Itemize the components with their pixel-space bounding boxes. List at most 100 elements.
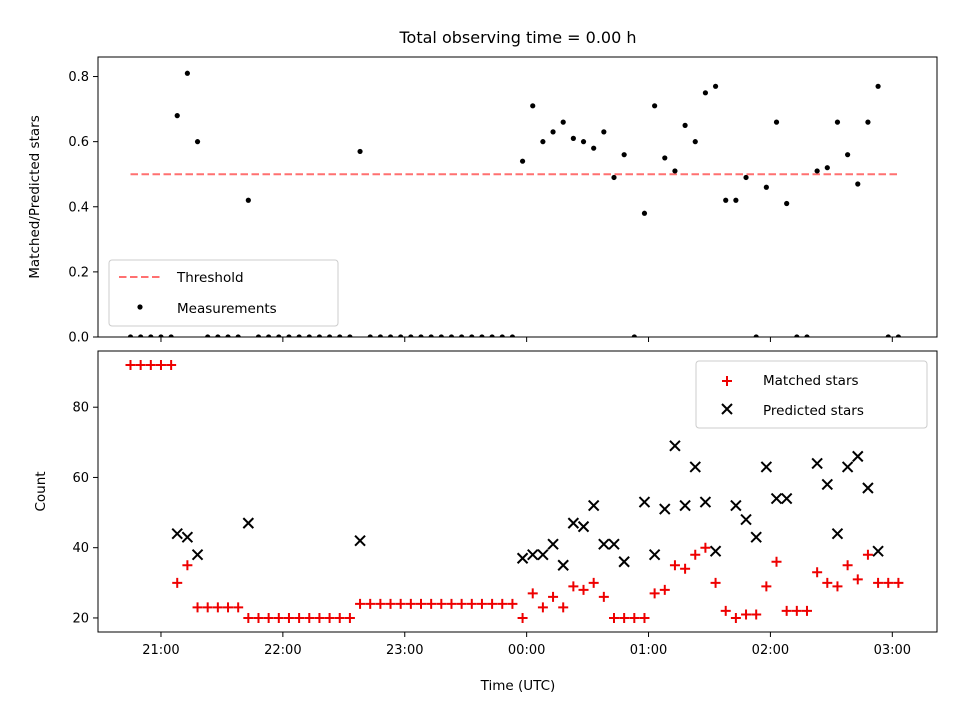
matched-star-point: [619, 612, 630, 623]
matched-star-point: [761, 581, 772, 592]
measurement-point: [723, 197, 729, 203]
predicted-star-point: [527, 549, 539, 561]
measurement-point: [702, 90, 709, 96]
matched-star-point: [842, 560, 853, 571]
predicted-star-point: [618, 556, 630, 568]
predicted-star-point: [862, 482, 874, 494]
predicted-star-point: [770, 492, 783, 505]
matched-star-point: [558, 602, 569, 613]
predicted-star-point: [872, 545, 884, 557]
predicted-star-point: [780, 492, 793, 505]
plot-area-bottom: [125, 360, 904, 623]
predicted-star-point: [811, 457, 823, 470]
matched-star-point: [135, 360, 146, 371]
matched-star-point: [212, 602, 223, 613]
measurement-point: [672, 168, 678, 174]
axes-frame-bottom: [97, 350, 938, 633]
matched-star-point: [862, 549, 873, 560]
measurement-point: [347, 334, 353, 337]
matched-star-point: [832, 581, 843, 592]
matched-star-point: [253, 612, 264, 623]
measurement-point: [428, 334, 434, 337]
matched-star-point: [446, 598, 457, 609]
measurement-point: [367, 334, 373, 337]
measurement-point: [398, 334, 404, 337]
matched-star-point: [680, 563, 691, 574]
matched-star-point: [883, 577, 894, 588]
predicted-star-point: [516, 552, 529, 564]
matched-star-point: [751, 609, 762, 620]
matched-star-point: [720, 605, 731, 616]
measurement-point: [418, 334, 424, 337]
measurement-point: [499, 334, 505, 337]
x-tick-label: 21:00: [142, 643, 179, 658]
legend-threshold-label: Threshold: [176, 270, 244, 286]
legend-box-bottom: [695, 360, 928, 429]
matched-star-point: [517, 612, 528, 623]
legend-box-top: [108, 259, 339, 327]
matched-star-point: [649, 588, 660, 599]
matched-star-point: [145, 360, 156, 371]
measurement-point: [530, 103, 536, 109]
measurement-point: [174, 113, 180, 119]
x-tick-label: 02:00: [752, 643, 789, 658]
measurement-point: [387, 334, 394, 337]
measurement-point: [479, 334, 485, 337]
measurement-point: [560, 119, 566, 125]
matched-star-point: [223, 602, 234, 613]
measurement-point: [286, 334, 292, 337]
measurement-point: [148, 334, 154, 337]
panel-bottom: 20 40 60 80 21:00 22:00 23:00 00:00 01:00 02:00 03…: [33, 350, 938, 658]
measurement-point: [205, 334, 211, 337]
y-axis-label-top: Matched/Predicted stars: [27, 115, 43, 278]
matched-star-point: [588, 577, 599, 588]
y-tick-label-bottom: 40: [72, 541, 89, 556]
predicted-star-point: [730, 499, 742, 512]
matched-star-point: [294, 612, 305, 623]
measurement-point: [306, 334, 312, 337]
matched-star-point: [304, 612, 315, 623]
matched-star-point: [355, 598, 366, 609]
matched-star-point: [125, 360, 136, 371]
matched-star-point: [629, 612, 640, 623]
matched-star-point: [568, 581, 579, 592]
predicted-star-point: [821, 478, 834, 491]
predicted-star-point: [171, 527, 183, 540]
measurement-point: [733, 197, 739, 203]
measurement-point: [763, 184, 769, 190]
chart-title: Total observing time = 0.00 h: [398, 28, 636, 47]
y-tick-label-top: 0.2: [68, 265, 89, 280]
measurement-point: [712, 83, 719, 89]
measurement-point: [184, 70, 190, 76]
measurement-point: [377, 334, 383, 337]
measurement-point: [570, 135, 576, 141]
matched-star-point: [659, 584, 670, 595]
legend-matched-label: Matched stars: [763, 373, 859, 389]
x-tick-label: 01:00: [630, 643, 667, 658]
measurement-point: [296, 334, 302, 337]
predicted-star-point: [638, 496, 651, 508]
measurement-point: [540, 139, 546, 145]
matched-star-point: [873, 577, 884, 588]
matched-star-point: [456, 598, 467, 609]
predicted-star-point: [557, 559, 569, 571]
matched-star-point: [273, 612, 284, 623]
measurement-point: [773, 119, 780, 125]
measurement-point: [276, 334, 282, 337]
measurement-point: [794, 334, 800, 337]
measurement-point: [194, 139, 201, 145]
measurement-point: [509, 334, 516, 337]
matched-star-point: [741, 609, 752, 620]
measurement-point: [895, 334, 902, 337]
measurement-point: [814, 168, 820, 174]
legend-predicted-swatch: [721, 403, 733, 415]
measurement-point: [743, 174, 749, 181]
measurement-point: [326, 334, 333, 337]
measurement-point: [662, 155, 668, 161]
matched-star-point: [639, 612, 650, 623]
matched-star-point: [690, 549, 701, 560]
matched-star-point: [791, 605, 802, 616]
matched-star-point: [476, 598, 487, 609]
predicted-star-point: [709, 545, 722, 557]
matched-star-point: [487, 598, 498, 609]
